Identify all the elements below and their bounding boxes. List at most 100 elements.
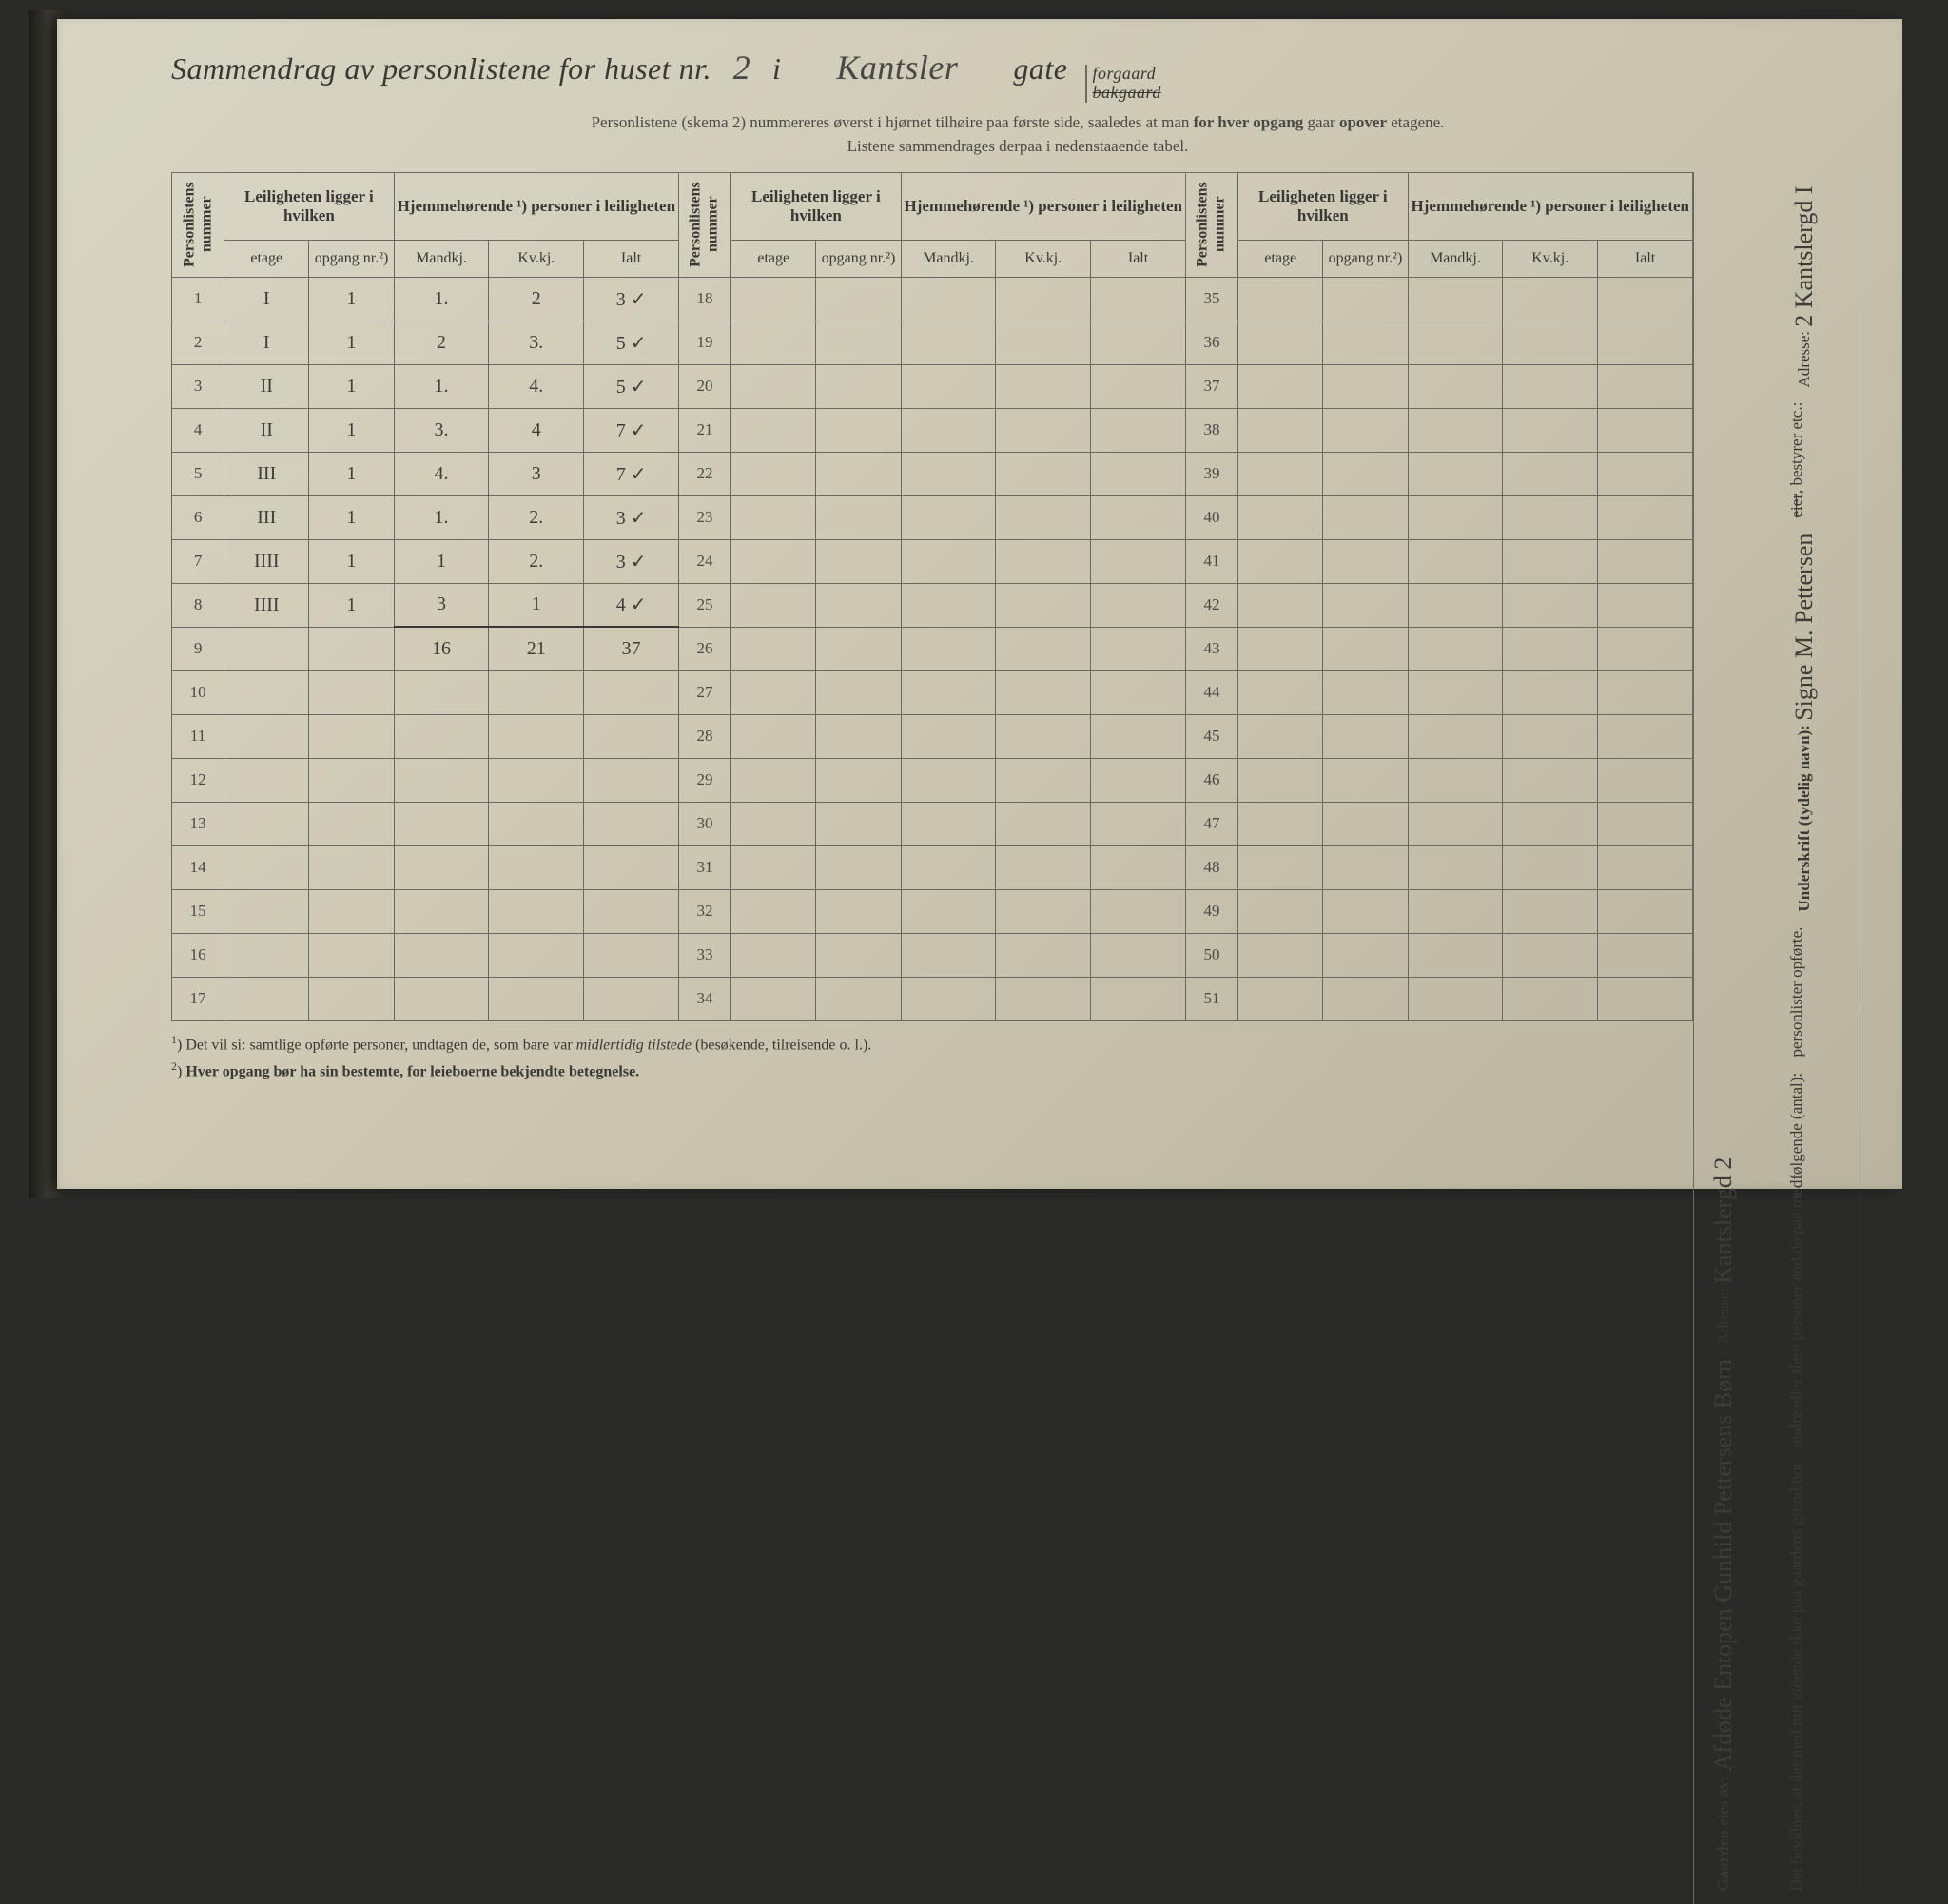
table-cell [1598,758,1693,802]
table-cell [1091,539,1186,583]
table-cell [1323,627,1408,670]
table-cell: 12 [172,758,224,802]
form-instructions: Personlistene (skema 2) nummereres øvers… [171,110,1864,159]
col-leiligheten-1: Leiligheten ligger i hvilken [224,172,395,240]
table-cell [731,627,816,670]
table-cell [1323,452,1408,495]
form-title: Sammendrag av personlistene for huset nr… [171,48,1864,103]
col-mandkj-2: Mandkj. [901,240,996,277]
underskrift: Underskrift (tydelig navn): Signe M. Pet… [1782,533,1856,911]
table-cell: 18 [678,277,730,321]
table-cell: 1 [309,364,394,408]
table-cell [1323,583,1408,627]
table-cell: 10 [172,670,224,714]
table-cell: 1. [394,277,489,321]
table-cell [1323,758,1408,802]
table-cell [996,670,1091,714]
table-cell [1408,714,1503,758]
col-hjemme-3: Hjemmehørende ¹) personer i leiligheten [1408,172,1692,240]
table-cell [731,495,816,539]
table-cell [1238,758,1323,802]
col-opgang-2: opgang nr.²) [816,240,901,277]
col-mandkj-1: Mandkj. [394,240,489,277]
table-cell: 45 [1185,714,1237,758]
forgaard: forgaard [1093,65,1161,84]
table-cell: 14 [172,845,224,889]
table-cell [816,277,901,321]
table-cell [1598,714,1693,758]
table-cell: 1 [309,321,394,364]
table-cell [309,627,394,670]
table-cell: 3 ✓ [584,277,679,321]
table-cell [1503,277,1598,321]
table-cell: 38 [1185,408,1237,452]
table-cell [584,670,679,714]
table-cell [1503,408,1598,452]
table-row: 133047 [172,802,1693,845]
table-cell [224,670,309,714]
table-cell [731,802,816,845]
table-cell [816,977,901,1020]
table-cell [1598,889,1693,933]
table-cell: 33 [678,933,730,977]
table-cell [996,277,1091,321]
census-table-area: Personlistens nummer Leiligheten ligger … [171,172,1693,1904]
table-cell [1091,845,1186,889]
col-leiligheten-2: Leiligheten ligger i hvilken [731,172,902,240]
table-cell: 5 ✓ [584,364,679,408]
table-cell [489,670,584,714]
table-cell [816,714,901,758]
table-cell: 1 [309,583,394,627]
table-cell [1238,408,1323,452]
table-cell [901,452,996,495]
table-cell: 3 [172,364,224,408]
table-cell [1598,845,1693,889]
table-cell [1091,495,1186,539]
table-cell [816,364,901,408]
table-cell [584,933,679,977]
table-cell [1503,539,1598,583]
table-cell [394,889,489,933]
census-table: Personlistens nummer Leiligheten ligger … [171,172,1693,1021]
table-cell: 30 [678,802,730,845]
table-cell [996,321,1091,364]
table-row: 163350 [172,933,1693,977]
title-i: i [772,51,781,87]
table-cell [1503,627,1598,670]
table-cell: 1 [309,277,394,321]
table-cell: III [224,495,309,539]
street-name: Kantsler [792,48,1002,88]
col-etage-3: etage [1238,240,1323,277]
table-row: 6III11.2.3 ✓2340 [172,495,1693,539]
side-left-column: Gaarden eies av: Afdøde Entopen Gunhild … [1698,180,1779,1896]
table-cell [309,670,394,714]
table-cell: 7 [172,539,224,583]
table-cell [1238,802,1323,845]
table-cell: 34 [678,977,730,1020]
table-cell [1408,627,1503,670]
table-cell [1408,933,1503,977]
table-cell [816,539,901,583]
table-cell: 39 [1185,452,1237,495]
table-cell [224,802,309,845]
eies-av-label: Gaarden eies av: Afdøde Entopen Gunhild … [1702,1359,1775,1891]
table-cell [1238,583,1323,627]
table-row: 173451 [172,977,1693,1020]
table-cell [1503,670,1598,714]
table-row: 143148 [172,845,1693,889]
footnotes: 1) Det vil si: samtlige opførte personer… [171,1031,1693,1084]
table-cell: 1 [309,495,394,539]
table-cell [996,889,1091,933]
table-cell [1323,802,1408,845]
table-cell [816,933,901,977]
table-cell: 40 [1185,495,1237,539]
col-personlistens-1: Personlistens nummer [172,172,224,277]
col-personlistens-2: Personlistens nummer [678,172,730,277]
table-cell: 48 [1185,845,1237,889]
table-cell: 36 [1185,321,1237,364]
table-cell [309,802,394,845]
table-cell [1598,495,1693,539]
table-cell [996,845,1091,889]
table-cell: 1. [394,495,489,539]
table-cell [1091,408,1186,452]
